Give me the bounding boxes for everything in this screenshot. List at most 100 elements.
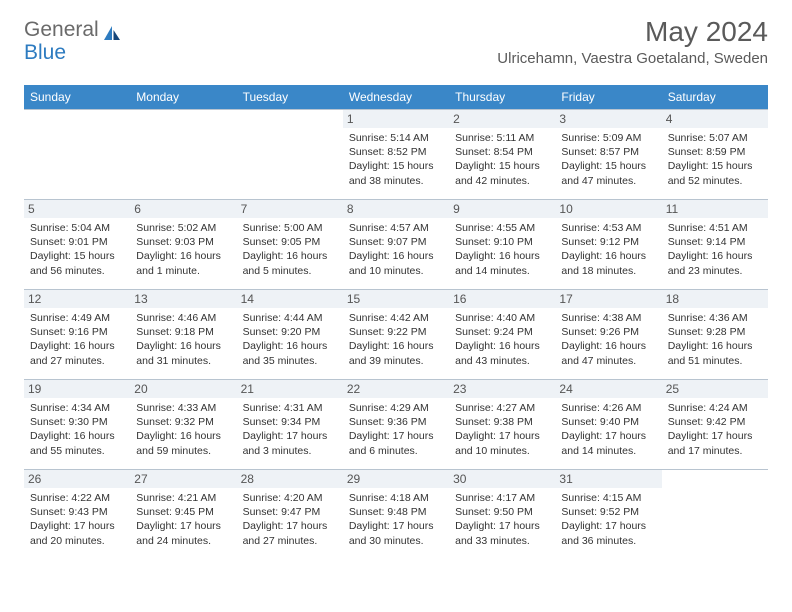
sunrise-text: Sunrise: 5:14 AM	[349, 131, 443, 145]
weekday-header: Monday	[130, 85, 236, 110]
day-number: 5	[24, 200, 130, 218]
day-number: 14	[237, 290, 343, 308]
day-number: 8	[343, 200, 449, 218]
day-number: 26	[24, 470, 130, 488]
daylight-text: Daylight: 16 hours and 27 minutes.	[30, 339, 124, 367]
calendar-cell: 26 Sunrise: 4:22 AMSunset: 9:43 PMDayligh…	[24, 470, 130, 560]
day-info: Sunrise: 4:21 AMSunset: 9:45 PMDaylight:…	[136, 491, 230, 548]
calendar-cell: 10Sunrise: 4:53 AMSunset: 9:12 PMDayligh…	[555, 200, 661, 290]
sunset-text: Sunset: 9:30 PM	[30, 415, 124, 429]
day-info: Sunrise: 5:14 AMSunset: 8:52 PMDaylight:…	[349, 131, 443, 188]
daylight-text: Daylight: 17 hours and 36 minutes.	[561, 519, 655, 547]
daylight-text: Daylight: 17 hours and 33 minutes.	[455, 519, 549, 547]
calendar-cell: 15Sunrise: 4:42 AMSunset: 9:22 PMDayligh…	[343, 290, 449, 380]
sunrise-text: Sunrise: 4:17 AM	[455, 491, 549, 505]
sunrise-text: Sunrise: 4:38 AM	[561, 311, 655, 325]
daylight-text: Daylight: 17 hours and 30 minutes.	[349, 519, 443, 547]
daylight-text: Daylight: 16 hours and 31 minutes.	[136, 339, 230, 367]
day-number: 25	[662, 380, 768, 398]
daylight-text: Daylight: 16 hours and 43 minutes.	[455, 339, 549, 367]
calendar-cell: .	[237, 110, 343, 200]
sunrise-text: Sunrise: 4:18 AM	[349, 491, 443, 505]
day-info: Sunrise: 4:27 AMSunset: 9:38 PMDaylight:…	[455, 401, 549, 458]
daylight-text: Daylight: 16 hours and 35 minutes.	[243, 339, 337, 367]
daylight-text: Daylight: 16 hours and 10 minutes.	[349, 249, 443, 277]
day-info: Sunrise: 4:51 AMSunset: 9:14 PMDaylight:…	[668, 221, 762, 278]
sunset-text: Sunset: 9:48 PM	[349, 505, 443, 519]
day-number: 31	[555, 470, 661, 488]
location: Ulricehamn, Vaestra Goetaland, Sweden	[497, 50, 768, 67]
weekday-header: Tuesday	[237, 85, 343, 110]
calendar-cell: 12 Sunrise: 4:49 AMSunset: 9:16 PMDayligh…	[24, 290, 130, 380]
calendar-cell: .	[130, 110, 236, 200]
sunrise-text: Sunrise: 4:42 AM	[349, 311, 443, 325]
calendar-cell: 8 Sunrise: 4:57 AMSunset: 9:07 PMDaylight…	[343, 200, 449, 290]
daylight-text: Daylight: 15 hours and 42 minutes.	[455, 159, 549, 187]
calendar-cell: .	[662, 470, 768, 560]
day-number: 23	[449, 380, 555, 398]
sunrise-text: Sunrise: 4:26 AM	[561, 401, 655, 415]
sunset-text: Sunset: 9:28 PM	[668, 325, 762, 339]
calendar-cell: 22Sunrise: 4:29 AMSunset: 9:36 PMDayligh…	[343, 380, 449, 470]
day-number: 12	[24, 290, 130, 308]
calendar-cell: 24Sunrise: 4:26 AMSunset: 9:40 PMDayligh…	[555, 380, 661, 470]
day-info: Sunrise: 4:26 AMSunset: 9:40 PMDaylight:…	[561, 401, 655, 458]
sunrise-text: Sunrise: 4:15 AM	[561, 491, 655, 505]
sunset-text: Sunset: 9:42 PM	[668, 415, 762, 429]
day-number: 1	[343, 110, 449, 128]
daylight-text: Daylight: 15 hours and 38 minutes.	[349, 159, 443, 187]
sunset-text: Sunset: 8:57 PM	[561, 145, 655, 159]
sunset-text: Sunset: 9:43 PM	[30, 505, 124, 519]
day-number: 27	[130, 470, 236, 488]
brand-sail-icon	[101, 24, 123, 42]
daylight-text: Daylight: 17 hours and 10 minutes.	[455, 429, 549, 457]
daylight-text: Daylight: 16 hours and 23 minutes.	[668, 249, 762, 277]
daylight-text: Daylight: 17 hours and 24 minutes.	[136, 519, 230, 547]
calendar-row: 26 Sunrise: 4:22 AMSunset: 9:43 PMDayligh…	[24, 470, 768, 560]
sunrise-text: Sunrise: 5:02 AM	[136, 221, 230, 235]
day-info: Sunrise: 4:15 AMSunset: 9:52 PMDaylight:…	[561, 491, 655, 548]
calendar-cell: 1 Sunrise: 5:14 AMSunset: 8:52 PMDaylight…	[343, 110, 449, 200]
calendar-cell: 2Sunrise: 5:11 AMSunset: 8:54 PMDaylight…	[449, 110, 555, 200]
day-number: 6	[130, 200, 236, 218]
day-info: Sunrise: 4:46 AMSunset: 9:18 PMDaylight:…	[136, 311, 230, 368]
sunrise-text: Sunrise: 4:46 AM	[136, 311, 230, 325]
day-info: Sunrise: 4:57 AMSunset: 9:07 PMDaylight:…	[349, 221, 443, 278]
day-info: Sunrise: 4:24 AMSunset: 9:42 PMDaylight:…	[668, 401, 762, 458]
day-number: 20	[130, 380, 236, 398]
calendar-cell: 20 Sunrise: 4:33 AMSunset: 9:32 PMDayligh…	[130, 380, 236, 470]
sunset-text: Sunset: 9:45 PM	[136, 505, 230, 519]
sunrise-text: Sunrise: 5:00 AM	[243, 221, 337, 235]
daylight-text: Daylight: 16 hours and 59 minutes.	[136, 429, 230, 457]
daylight-text: Daylight: 16 hours and 51 minutes.	[668, 339, 762, 367]
sunrise-text: Sunrise: 4:31 AM	[243, 401, 337, 415]
sunset-text: Sunset: 9:12 PM	[561, 235, 655, 249]
sunrise-text: Sunrise: 5:04 AM	[30, 221, 124, 235]
day-number: 22	[343, 380, 449, 398]
calendar-table: Sunday Monday Tuesday Wednesday Thursday…	[24, 85, 768, 560]
day-info: Sunrise: 4:49 AMSunset: 9:16 PMDaylight:…	[30, 311, 124, 368]
daylight-text: Daylight: 16 hours and 5 minutes.	[243, 249, 337, 277]
day-info: Sunrise: 4:20 AMSunset: 9:47 PMDaylight:…	[243, 491, 337, 548]
day-info: Sunrise: 4:33 AMSunset: 9:32 PMDaylight:…	[136, 401, 230, 458]
sunrise-text: Sunrise: 4:51 AM	[668, 221, 762, 235]
day-info: Sunrise: 4:55 AMSunset: 9:10 PMDaylight:…	[455, 221, 549, 278]
sunrise-text: Sunrise: 4:24 AM	[668, 401, 762, 415]
day-info: Sunrise: 4:42 AMSunset: 9:22 PMDaylight:…	[349, 311, 443, 368]
title-block: May 2024 Ulricehamn, Vaestra Goetaland, …	[497, 16, 768, 67]
calendar-cell: 31 Sunrise: 4:15 AMSunset: 9:52 PMDayligh…	[555, 470, 661, 560]
weekday-header: Sunday	[24, 85, 130, 110]
sunset-text: Sunset: 9:34 PM	[243, 415, 337, 429]
calendar-cell: 13Sunrise: 4:46 AMSunset: 9:18 PMDayligh…	[130, 290, 236, 380]
day-number: 21	[237, 380, 343, 398]
calendar-row: 12 Sunrise: 4:49 AMSunset: 9:16 PMDayligh…	[24, 290, 768, 380]
calendar-row: 19Sunrise: 4:34 AMSunset: 9:30 PMDayligh…	[24, 380, 768, 470]
day-info: Sunrise: 4:44 AMSunset: 9:20 PMDaylight:…	[243, 311, 337, 368]
daylight-text: Daylight: 17 hours and 14 minutes.	[561, 429, 655, 457]
calendar-cell: .	[24, 110, 130, 200]
calendar-cell: 3Sunrise: 5:09 AMSunset: 8:57 PMDaylight…	[555, 110, 661, 200]
day-info: Sunrise: 4:22 AMSunset: 9:43 PMDaylight:…	[30, 491, 124, 548]
day-info: Sunrise: 4:36 AMSunset: 9:28 PMDaylight:…	[668, 311, 762, 368]
day-number: 9	[449, 200, 555, 218]
day-info: Sunrise: 5:00 AMSunset: 9:05 PMDaylight:…	[243, 221, 337, 278]
